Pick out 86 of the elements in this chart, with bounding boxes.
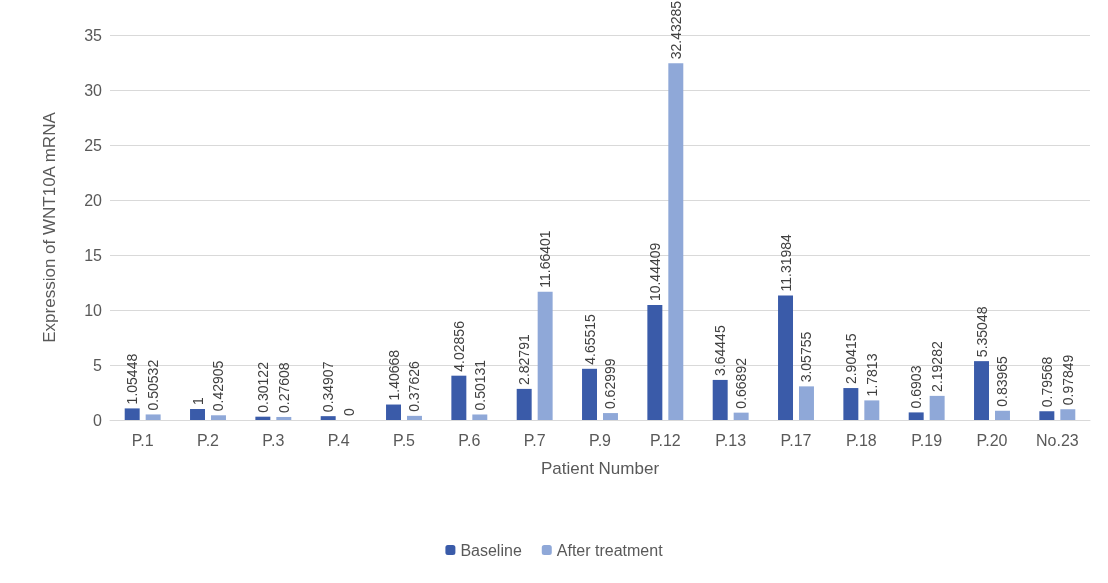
x-tick-label: P.17 [780, 431, 812, 449]
data-label: 5.35048 [973, 306, 990, 358]
y-tick-label: 5 [93, 356, 103, 374]
bar [255, 416, 271, 420]
bar [602, 413, 618, 420]
bar [733, 412, 749, 420]
data-label: 0.79568 [1038, 356, 1055, 408]
bar [647, 305, 663, 420]
bar [472, 414, 488, 420]
data-label: 4.65515 [581, 313, 598, 365]
data-label: 0.97849 [1059, 354, 1076, 406]
y-tick-label: 30 [84, 81, 103, 99]
data-label: 11.31984 [777, 233, 794, 292]
y-tick-label: 15 [84, 246, 103, 264]
data-label: 11.66401 [537, 230, 554, 288]
bar [864, 400, 880, 420]
data-label: 1.05448 [124, 353, 141, 405]
bar [798, 386, 814, 420]
data-label: 4.02856 [450, 320, 467, 372]
bar [929, 395, 945, 420]
bar [276, 416, 292, 420]
legend-label: Baseline [460, 541, 522, 559]
x-tick-label: P.5 [393, 431, 416, 449]
data-label: 2.90415 [842, 333, 859, 385]
bar [190, 409, 206, 420]
bar [994, 410, 1010, 420]
bar [1039, 411, 1055, 420]
data-label: 0.42905 [210, 360, 227, 412]
y-tick-label: 20 [84, 191, 103, 209]
data-label: 0.83965 [994, 355, 1011, 407]
data-label: 0.50532 [145, 359, 162, 411]
bar [145, 414, 161, 420]
data-label: 3.64445 [712, 325, 729, 376]
bar [320, 416, 336, 420]
x-tick-label: P.2 [197, 431, 220, 449]
x-axis-title: Patient Number [540, 459, 660, 478]
data-label: 0 [341, 408, 358, 416]
x-tick-label: P.12 [649, 431, 681, 449]
y-tick-label: 10 [84, 301, 103, 319]
bar [668, 63, 684, 420]
data-label: 0.62999 [602, 358, 619, 410]
bar [582, 368, 598, 420]
bar [712, 379, 728, 420]
bar [451, 375, 467, 420]
x-tick-label: P.9 [589, 431, 612, 449]
x-tick-label: P.19 [911, 431, 943, 449]
x-tick-label: No.23 [1035, 431, 1079, 449]
data-label: 0.30122 [254, 361, 271, 413]
y-axis-title: Expression of WNT10A mRNA [40, 111, 59, 343]
legend-label: After treatment [556, 541, 664, 559]
x-tick-label: P.20 [976, 431, 1008, 449]
bar [1060, 409, 1076, 420]
bar [406, 415, 422, 420]
data-label: 0.34907 [320, 361, 337, 413]
bar [778, 295, 794, 420]
data-label: 2.19282 [929, 341, 946, 392]
bar [386, 404, 402, 420]
data-label: 2.82791 [516, 334, 533, 385]
data-label: 32.43285 [667, 0, 684, 60]
x-tick-label: P.13 [715, 431, 747, 449]
bar [210, 415, 226, 420]
x-tick-label: P.7 [523, 431, 546, 449]
data-label: 3.05755 [798, 331, 815, 383]
y-tick-label: 0 [93, 411, 103, 429]
x-tick-label: P.18 [845, 431, 877, 449]
data-label: 1.7813 [863, 353, 880, 397]
bar [124, 408, 140, 420]
data-label: 0.6903 [908, 365, 925, 409]
data-label: 1.40668 [385, 349, 402, 401]
bar [843, 388, 859, 420]
data-label: 0.27608 [275, 362, 292, 413]
data-label: 10.44409 [646, 242, 663, 302]
y-tick-label: 35 [84, 26, 103, 44]
data-label: 0.66892 [733, 357, 750, 409]
bar [908, 412, 924, 420]
data-label: 0.37626 [406, 361, 423, 412]
x-tick-label: P.4 [327, 431, 350, 449]
x-tick-label: P.6 [458, 431, 481, 449]
data-label: 1 [189, 397, 206, 405]
x-tick-label: P.1 [131, 431, 154, 449]
data-label: 0.50131 [471, 359, 488, 411]
y-tick-label: 25 [84, 136, 103, 154]
bar [516, 388, 532, 420]
x-tick-label: P.3 [262, 431, 285, 449]
bar [537, 291, 553, 420]
bar [974, 361, 990, 420]
